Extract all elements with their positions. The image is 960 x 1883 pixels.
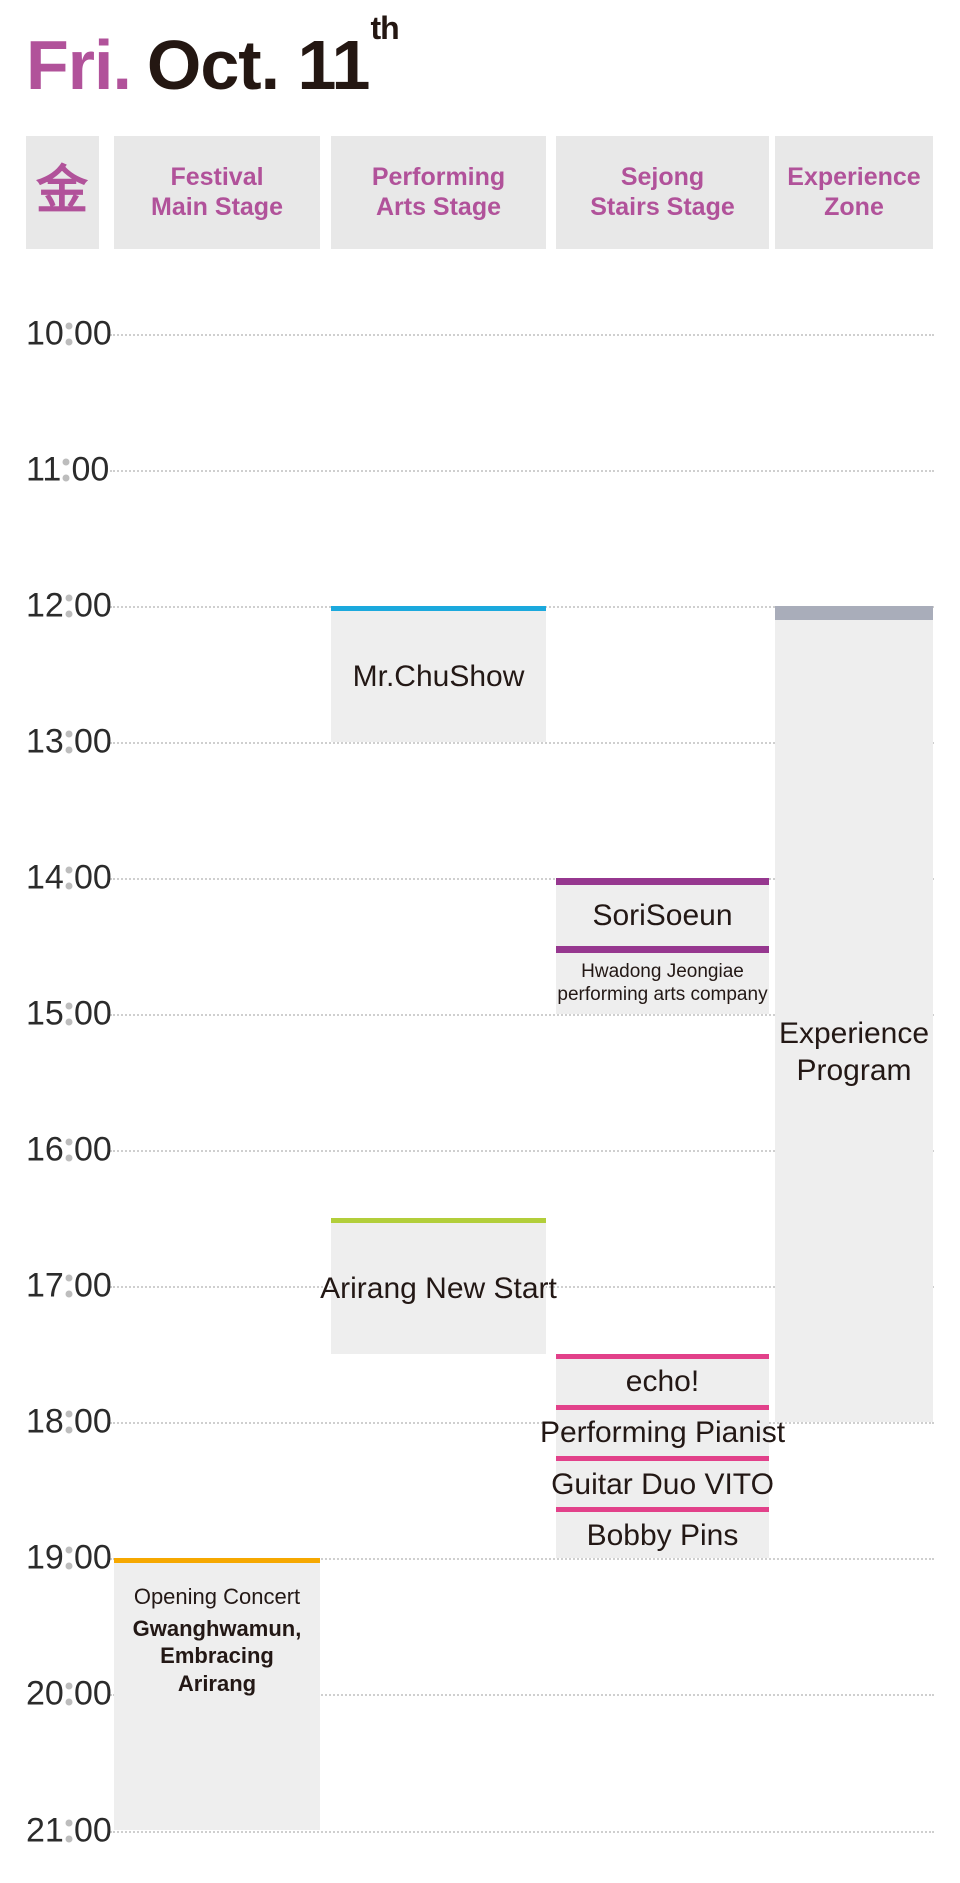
svg-text:金: 金: [35, 162, 89, 220]
